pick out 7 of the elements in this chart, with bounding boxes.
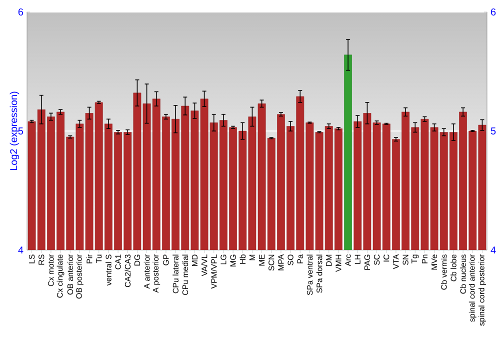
y2-tick-label: 4 bbox=[490, 246, 496, 254]
y-axis-title: Log2 (expression) bbox=[10, 92, 20, 170]
y2-tick-label: 5 bbox=[490, 128, 496, 134]
y-tick-label: 5 bbox=[18, 128, 24, 134]
y-tick-label: 4 bbox=[18, 246, 24, 254]
y2-tick-label: 6 bbox=[491, 8, 496, 16]
y-tick-label: 6 bbox=[18, 8, 24, 16]
